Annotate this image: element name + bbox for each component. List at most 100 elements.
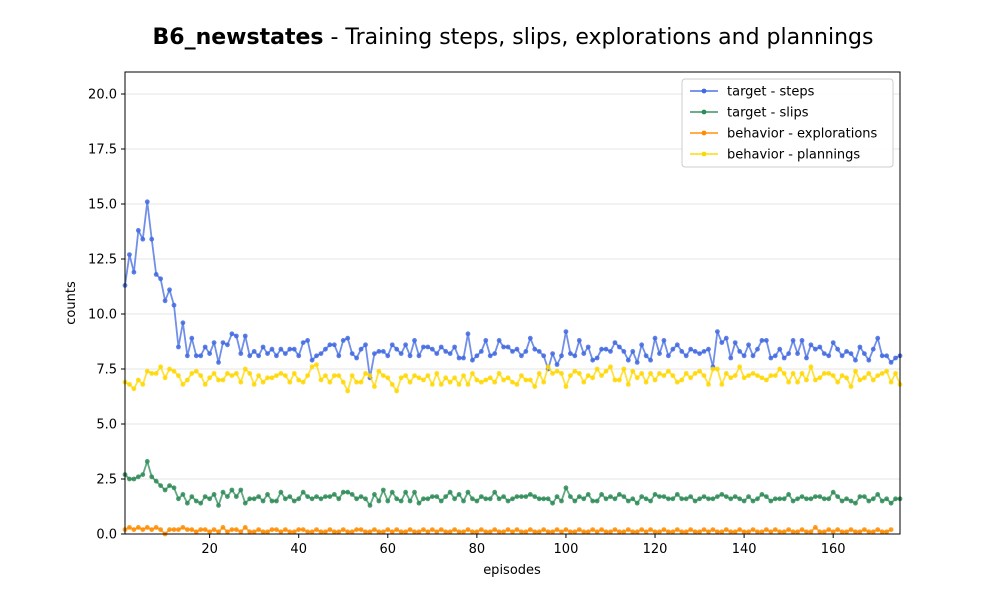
series-point <box>336 373 342 378</box>
series-point <box>372 351 377 356</box>
series-point <box>465 331 471 337</box>
series-point <box>688 375 694 381</box>
series-point <box>621 494 627 499</box>
series-point <box>519 373 524 378</box>
series-point <box>554 494 560 499</box>
series-point <box>857 344 863 350</box>
chart-title: B6_newstates - Training steps, slips, ex… <box>153 25 874 50</box>
series-point <box>866 371 872 376</box>
series-point <box>848 351 854 356</box>
series-point <box>719 340 725 345</box>
series-point <box>211 340 217 345</box>
series-point <box>879 529 885 535</box>
series-point <box>692 371 698 376</box>
series-point <box>554 362 560 367</box>
series-point <box>202 382 208 387</box>
series-point <box>532 529 538 535</box>
series-point <box>759 338 765 343</box>
series-point <box>394 496 400 502</box>
series-point <box>176 373 181 378</box>
series-point <box>795 496 800 502</box>
series-point <box>714 366 720 372</box>
y-axis-ticks: 0.0 2.5 5.0 7.5 10.0 12.5 15.0 17.5 20.0 <box>88 88 125 543</box>
series-point <box>403 342 409 348</box>
series-point <box>149 474 155 480</box>
series-point <box>812 377 818 383</box>
series-point <box>429 527 435 532</box>
series-point <box>184 500 190 506</box>
series-point <box>184 353 190 359</box>
series-point <box>719 492 725 497</box>
series-point <box>786 379 792 385</box>
series-point <box>884 368 890 374</box>
series-point <box>336 353 342 359</box>
series-point <box>853 357 858 363</box>
series-point <box>171 302 177 308</box>
series-point <box>367 373 373 378</box>
series-point <box>514 527 520 532</box>
series-point <box>616 492 622 497</box>
series-point <box>884 529 890 535</box>
series-point <box>167 366 172 372</box>
series-point <box>256 373 262 378</box>
series-point <box>162 298 168 304</box>
series-point <box>777 366 783 372</box>
series-point <box>795 379 800 385</box>
series-point <box>541 527 547 532</box>
series-point <box>456 492 462 497</box>
series-point <box>242 525 248 530</box>
series-point <box>505 527 511 532</box>
y-tick-label: 12.5 <box>88 253 117 268</box>
series-point <box>305 338 311 343</box>
legend: target - steps target - slips behavior - e… <box>681 78 894 168</box>
series-point <box>487 353 493 359</box>
series-point <box>367 503 373 508</box>
series-point <box>127 252 132 257</box>
series-point <box>358 527 364 532</box>
series-point <box>349 492 355 497</box>
series-point <box>300 340 306 345</box>
series-point <box>550 529 555 535</box>
series-point <box>772 496 778 502</box>
series-point <box>380 529 386 535</box>
series-point <box>759 375 765 381</box>
series-point <box>777 346 783 352</box>
series-point <box>844 496 849 502</box>
series-point <box>536 496 542 502</box>
series-point <box>358 346 364 352</box>
series-point <box>456 355 462 361</box>
series-point <box>723 527 729 532</box>
series-point <box>541 379 547 385</box>
series-point <box>737 496 743 502</box>
series-point <box>162 375 168 381</box>
series-point <box>679 349 685 354</box>
series-point <box>207 351 213 356</box>
series-point <box>202 344 208 350</box>
series-point <box>229 527 235 532</box>
series-point <box>652 335 658 341</box>
series-point <box>198 500 204 506</box>
series-point <box>198 373 204 378</box>
series-point <box>412 529 417 535</box>
series-point <box>394 527 400 532</box>
chart-title-rest: - Training steps, slips, explorations an… <box>323 25 873 50</box>
series-point <box>229 373 235 378</box>
series-point <box>309 364 315 370</box>
series-point <box>492 379 498 385</box>
series-point <box>336 529 342 535</box>
series-point <box>692 529 698 535</box>
series-point <box>225 371 230 376</box>
series-point <box>585 373 591 378</box>
series-point <box>438 382 444 387</box>
series-point <box>158 527 164 532</box>
series-point <box>376 529 382 535</box>
series-point <box>665 529 671 535</box>
series-point <box>291 371 297 376</box>
series-point <box>652 492 658 497</box>
series-point <box>812 494 818 499</box>
series-point <box>278 346 284 352</box>
series-point <box>630 496 636 502</box>
series-point <box>363 371 368 376</box>
series-point <box>866 529 872 535</box>
